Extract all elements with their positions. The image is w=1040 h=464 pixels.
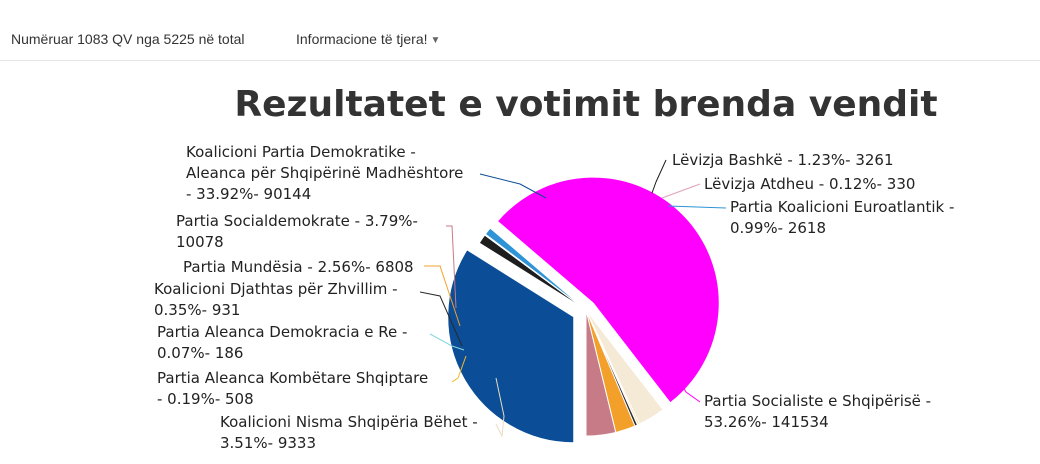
slice-label-line: Koalicioni Partia Demokratike -	[186, 143, 416, 161]
chart-title: Rezultatet e votimit brenda vendit	[234, 84, 937, 125]
pie-slice-5[interactable]	[496, 176, 720, 404]
pie-slice-4[interactable]	[484, 227, 587, 311]
slice-label-11: Partia Socialdemokrate - 3.79%- 10078	[176, 212, 418, 251]
slice-label-line: - 0.19%- 508	[157, 390, 254, 408]
slice-labels: Koalicioni Partia Demokratike - Aleanca p…	[154, 143, 954, 452]
slice-label-line: 53.26%- 141534	[704, 413, 829, 431]
slice-label-line: Koalicioni Nisma Shqipëria Bëhet -	[220, 413, 478, 431]
slice-label-line: Koalicioni Djathtas për Zhvillim -	[154, 280, 398, 298]
slice-label-3: Lëvizja Atdheu - 0.12%- 330	[704, 175, 915, 193]
slice-label-line: Partia Koalicioni Euroatlantik -	[730, 198, 954, 216]
label-leader-11	[446, 225, 457, 309]
slice-label-7: Partia Aleanca Kombëtare Shqiptare - 0.19…	[157, 369, 428, 408]
slice-label-9: Koalicioni Djathtas për Zhvillim - 0.35%-…	[154, 280, 398, 319]
label-leader-2	[651, 159, 667, 194]
slice-label-line: Lëvizja Atdheu - 0.12%- 330	[704, 175, 915, 193]
label-leader-9	[419, 291, 463, 347]
label-leaders	[419, 159, 727, 438]
slice-label-line: Partia Aleanca Demokracia e Re -	[157, 323, 407, 341]
slice-label-8: Partia Aleanca Demokracia e Re - 0.07%- 1…	[157, 323, 407, 362]
slice-label-1: Koalicioni Partia Demokratike - Aleanca p…	[186, 143, 463, 203]
slice-label-line: Partia Socialdemokrate - 3.79%-	[176, 212, 418, 230]
label-leader-5	[665, 357, 701, 403]
chevron-down-icon: ▼	[430, 34, 441, 46]
count-status: Numëruar 1083 QV nga 5225 në total	[11, 31, 245, 47]
more-info-label: Informacione të tjera!	[296, 31, 428, 47]
label-leader-8	[429, 333, 465, 351]
slice-label-4: Partia Koalicioni Euroatlantik - 0.99%- 2…	[730, 198, 954, 237]
label-leader-4	[667, 205, 727, 209]
pie-chart: Rezultatet e votimit brenda vendit Koali…	[154, 84, 954, 452]
slice-label-line: Partia Socialiste e Shqipërisë -	[704, 392, 931, 410]
slice-label-10: Partia Mundësia - 2.56%- 6808	[183, 258, 414, 276]
slice-label-line: Partia Aleanca Kombëtare Shqiptare	[157, 369, 428, 387]
slice-label-line: Partia Mundësia - 2.56%- 6808	[183, 258, 414, 276]
slice-label-line: Lëvizja Bashkë - 1.23%- 3261	[672, 151, 894, 169]
pie-slice-11[interactable]	[585, 309, 617, 437]
slice-label-line: - 33.92%- 90144	[186, 185, 311, 203]
label-leader-3	[661, 183, 701, 199]
label-leader-10	[424, 265, 461, 327]
slice-label-2: Lëvizja Bashkë - 1.23%- 3261	[672, 151, 894, 169]
slice-label-line: Aleanca për Shqipërinë Madhështore	[186, 164, 463, 182]
more-info-menu[interactable]: Informacione të tjera! ▼	[296, 31, 440, 47]
slice-label-line: 0.99%- 2618	[730, 219, 826, 237]
label-leader-1	[479, 173, 547, 199]
top-bar: Numëruar 1083 QV nga 5225 në total Infor…	[0, 0, 1040, 61]
slice-label-line: 0.07%- 186	[157, 344, 243, 362]
slice-label-line: 0.35%- 931	[154, 301, 240, 319]
label-leader-7	[451, 355, 467, 383]
pie-slice-1[interactable]	[447, 249, 575, 444]
slice-label-6: Koalicioni Nisma Shqipëria Bëhet - 3.51%-…	[220, 413, 478, 452]
label-leader-6	[495, 377, 505, 438]
slice-label-line: 3.51%- 9333	[220, 434, 316, 452]
slice-label-5: Partia Socialiste e Shqipërisë - 53.26%- …	[704, 392, 931, 431]
slice-label-line: 10078	[176, 233, 224, 251]
pie-slices	[447, 176, 720, 444]
